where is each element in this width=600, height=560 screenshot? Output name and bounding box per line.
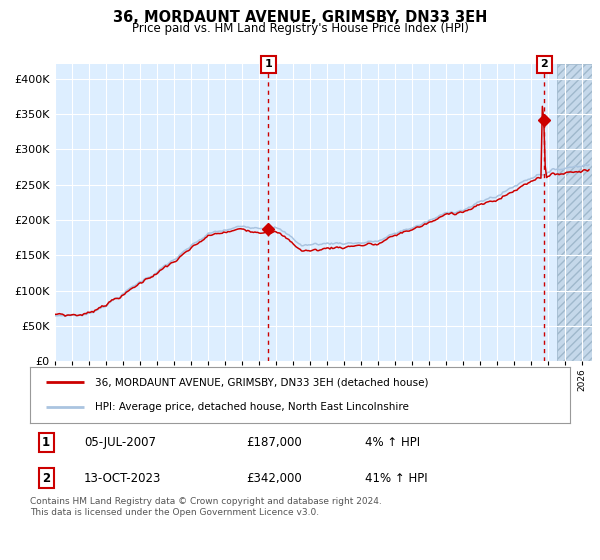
- Text: HPI: Average price, detached house, North East Lincolnshire: HPI: Average price, detached house, Nort…: [95, 402, 409, 412]
- Text: Contains HM Land Registry data © Crown copyright and database right 2024.
This d: Contains HM Land Registry data © Crown c…: [30, 497, 382, 517]
- Text: 05-JUL-2007: 05-JUL-2007: [84, 436, 156, 449]
- Text: 41% ↑ HPI: 41% ↑ HPI: [365, 472, 427, 485]
- Text: 2: 2: [42, 472, 50, 485]
- Text: £187,000: £187,000: [246, 436, 302, 449]
- Text: 1: 1: [42, 436, 50, 449]
- Text: £342,000: £342,000: [246, 472, 302, 485]
- Text: 36, MORDAUNT AVENUE, GRIMSBY, DN33 3EH (detached house): 36, MORDAUNT AVENUE, GRIMSBY, DN33 3EH (…: [95, 377, 428, 388]
- Text: 36, MORDAUNT AVENUE, GRIMSBY, DN33 3EH: 36, MORDAUNT AVENUE, GRIMSBY, DN33 3EH: [113, 10, 487, 25]
- Text: 2: 2: [541, 59, 548, 69]
- Text: 4% ↑ HPI: 4% ↑ HPI: [365, 436, 420, 449]
- Text: 13-OCT-2023: 13-OCT-2023: [84, 472, 161, 485]
- Text: 1: 1: [265, 59, 272, 69]
- Text: Price paid vs. HM Land Registry's House Price Index (HPI): Price paid vs. HM Land Registry's House …: [131, 22, 469, 35]
